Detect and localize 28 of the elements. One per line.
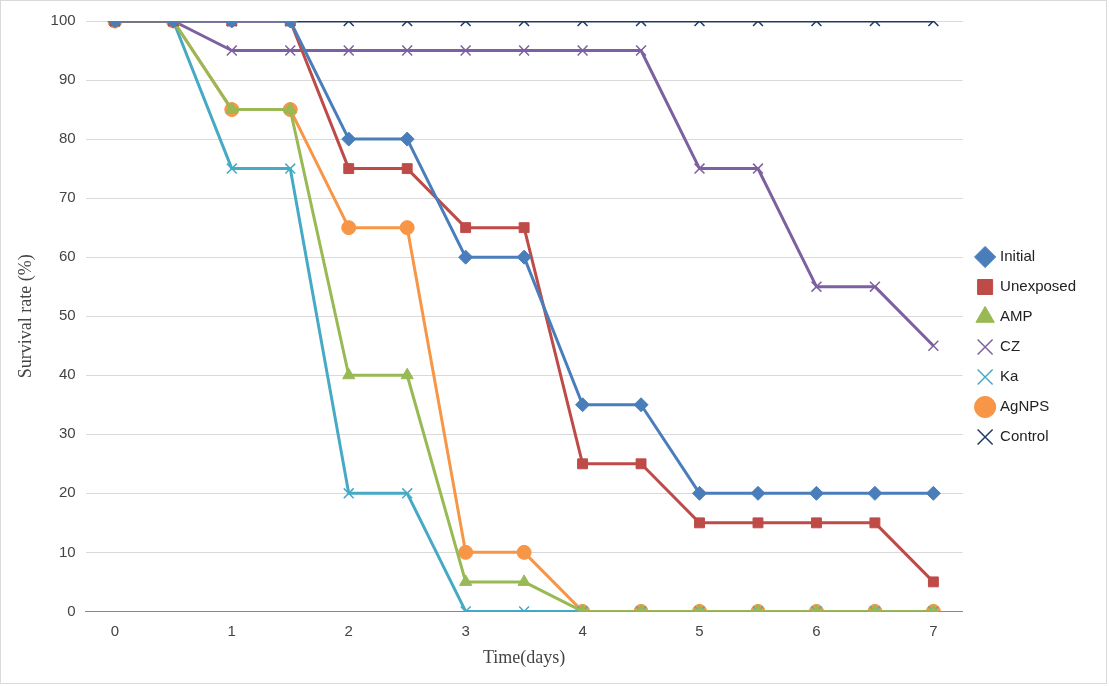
y-tick-label: 50 <box>58 306 76 324</box>
y-tick-label: 30 <box>58 424 76 442</box>
x-axis-title: Time(days) <box>482 646 566 668</box>
y-tick-label: 80 <box>58 129 76 147</box>
legend-label: AgNPS <box>1000 397 1050 415</box>
x-tick-label: 5 <box>695 621 704 639</box>
x-tick-label: 4 <box>578 621 587 639</box>
y-tick-label: 0 <box>67 601 76 619</box>
legend-label: Unexposed <box>1000 277 1076 295</box>
y-tick-label: 10 <box>58 542 76 560</box>
y-tick-label: 70 <box>58 188 76 206</box>
x-tick-label: 0 <box>110 621 120 639</box>
x-tick-label: 2 <box>344 621 353 639</box>
y-axis-title: Survival rate (%) <box>14 254 36 379</box>
legend-label: Initial <box>1000 247 1036 265</box>
y-tick-label: 100 <box>50 11 76 29</box>
legend-label: Ka <box>1000 367 1020 385</box>
x-tick-label: 3 <box>461 621 470 639</box>
legend-label: AMP <box>1000 307 1033 325</box>
y-tick-label: 40 <box>58 365 76 383</box>
y-tick-label: 20 <box>58 483 76 501</box>
x-tick-label: 7 <box>929 621 938 639</box>
legend-label: Control <box>1000 427 1049 445</box>
x-tick-label: 6 <box>812 621 821 639</box>
x-tick-label: 1 <box>227 621 236 639</box>
y-tick-label: 90 <box>58 70 76 88</box>
legend-label: CZ <box>1000 337 1021 355</box>
y-tick-label: 60 <box>58 247 76 265</box>
